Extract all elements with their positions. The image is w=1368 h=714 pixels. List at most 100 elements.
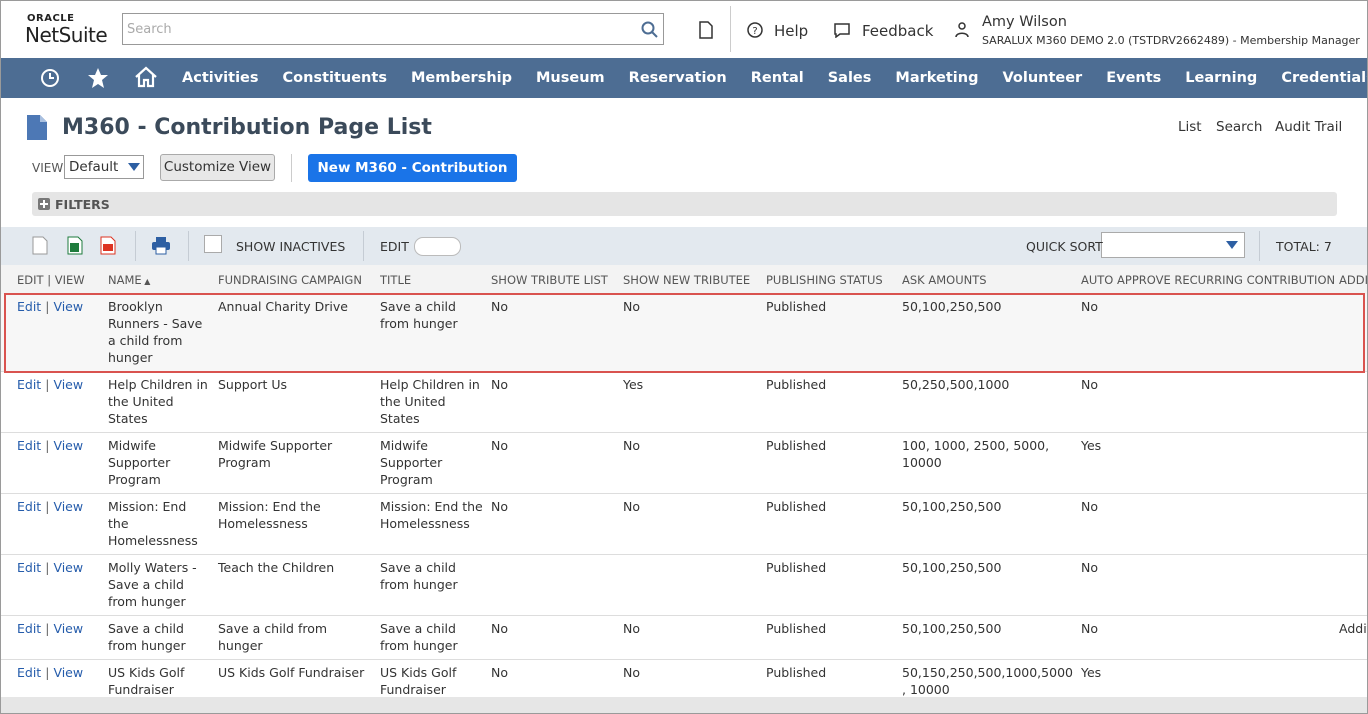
- nav-item[interactable]: Events: [1094, 58, 1173, 98]
- filters-bar[interactable]: [32, 192, 1337, 216]
- column-header[interactable]: AUTO APPROVE RECURRING CONTRIBUTION: [1081, 265, 1339, 294]
- audit-trail-link[interactable]: Audit Trail: [1275, 119, 1342, 135]
- cell-text: Published: [766, 299, 826, 314]
- column-header[interactable]: PUBLISHING STATUS: [766, 265, 902, 294]
- table-cell: No: [491, 494, 623, 555]
- user-icon[interactable]: [951, 20, 973, 40]
- quick-sort-select[interactable]: [1101, 232, 1245, 258]
- column-header[interactable]: SHOW NEW TRIBUTEE: [623, 265, 766, 294]
- view-link[interactable]: View: [53, 560, 83, 575]
- search-icon[interactable]: [641, 21, 659, 39]
- view-link[interactable]: View: [53, 665, 83, 680]
- nav-item[interactable]: Activities: [170, 58, 271, 98]
- nav-item[interactable]: Credentials: [1269, 58, 1368, 98]
- nav-item[interactable]: Reservation: [617, 58, 739, 98]
- cell-text: 50,100,250,500: [902, 299, 1001, 314]
- nav-bar: ActivitiesConstituentsMembershipMuseumRe…: [1, 58, 1368, 98]
- nav-item[interactable]: Marketing: [883, 58, 990, 98]
- nav-item[interactable]: Sales: [816, 58, 884, 98]
- edit-label: EDIT: [380, 239, 409, 254]
- customize-view-button[interactable]: Customize View: [160, 154, 275, 181]
- nav-item[interactable]: Learning: [1173, 58, 1269, 98]
- cell-text: No: [491, 665, 508, 680]
- page-icon: [27, 115, 47, 140]
- table-cell: Molly Waters - Save a child from hunger: [108, 555, 218, 616]
- feedback-link[interactable]: Feedback: [862, 22, 933, 40]
- column-header[interactable]: SHOW TRIBUTE LIST: [491, 265, 623, 294]
- nav-item[interactable]: Museum: [524, 58, 617, 98]
- table-row: Edit|ViewMolly Waters - Save a child fro…: [1, 555, 1368, 616]
- edit-link[interactable]: Edit: [17, 560, 41, 575]
- view-link[interactable]: View: [53, 499, 83, 514]
- separator: |: [41, 499, 53, 514]
- nav-item[interactable]: Membership: [399, 58, 524, 98]
- export-csv-icon[interactable]: [32, 236, 48, 255]
- view-link[interactable]: View: [53, 438, 83, 453]
- view-link[interactable]: View: [53, 621, 83, 636]
- feedback-icon[interactable]: [833, 22, 851, 38]
- nav-item[interactable]: Constituents: [271, 58, 399, 98]
- actions-cell: Edit|View: [1, 372, 108, 433]
- nav-item[interactable]: Rental: [739, 58, 816, 98]
- edit-link[interactable]: Edit: [17, 438, 41, 453]
- edit-link[interactable]: Edit: [17, 665, 41, 680]
- table-cell: No: [1081, 372, 1339, 433]
- cell-text: Published: [766, 665, 826, 680]
- cell-text: Save a child from hunger: [380, 560, 458, 592]
- table-cell: 50,100,250,500: [902, 616, 1081, 660]
- search-placeholder: Search: [127, 22, 172, 37]
- column-header[interactable]: FUNDRAISING CAMPAIGN: [218, 265, 380, 294]
- column-header[interactable]: TITLE: [380, 265, 491, 294]
- show-inactives-checkbox[interactable]: [204, 235, 222, 253]
- new-button[interactable]: New M360 - Contribution Page: [308, 154, 517, 182]
- table-cell: 100, 1000, 2500, 5000, 10000: [902, 433, 1081, 494]
- scrollbar[interactable]: [1, 697, 1368, 714]
- export-excel-icon[interactable]: [67, 236, 83, 255]
- cell-text: No: [623, 665, 640, 680]
- view-link[interactable]: View: [53, 377, 83, 392]
- table-cell: Published: [766, 616, 902, 660]
- search-box[interactable]: [122, 13, 664, 45]
- edit-link[interactable]: Edit: [17, 377, 41, 392]
- table-cell: Published: [766, 494, 902, 555]
- table-cell: Published: [766, 433, 902, 494]
- cell-text: Teach the Children: [218, 560, 334, 575]
- column-header[interactable]: ASK AMOUNTS: [902, 265, 1081, 294]
- edit-link[interactable]: Edit: [17, 499, 41, 514]
- toolbar: [1, 227, 1368, 265]
- print-icon[interactable]: [151, 236, 171, 255]
- column-header[interactable]: NAME: [108, 265, 218, 294]
- table-cell: No: [1081, 555, 1339, 616]
- table-cell: Midwife Supporter Program: [108, 433, 218, 494]
- cell-text: 50,100,250,500: [902, 499, 1001, 514]
- table-cell: 50,100,250,500: [902, 294, 1081, 372]
- recent-icon[interactable]: [696, 20, 716, 40]
- edit-toggle[interactable]: [414, 237, 461, 256]
- search-link[interactable]: Search: [1216, 119, 1262, 135]
- logo-netsuite[interactable]: NetSuite: [25, 23, 107, 47]
- edit-link[interactable]: Edit: [17, 299, 41, 314]
- edit-link[interactable]: Edit: [17, 621, 41, 636]
- user-name[interactable]: Amy Wilson: [982, 14, 1067, 30]
- list-link[interactable]: List: [1178, 119, 1202, 135]
- cell-text: No: [623, 438, 640, 453]
- nav-item[interactable]: Volunteer: [990, 58, 1094, 98]
- table-cell: No: [623, 294, 766, 372]
- table-cell: [1339, 372, 1368, 433]
- table-cell: Save a child from hunger: [218, 616, 380, 660]
- favorites-icon[interactable]: [87, 67, 109, 89]
- expand-icon[interactable]: [38, 198, 50, 210]
- cell-text: No: [491, 438, 508, 453]
- filters-label[interactable]: FILTERS: [55, 197, 110, 212]
- home-icon[interactable]: [134, 66, 158, 88]
- export-pdf-icon[interactable]: [100, 236, 118, 255]
- help-link[interactable]: Help: [774, 22, 808, 40]
- recent-records-icon[interactable]: [39, 67, 61, 89]
- column-header[interactable]: ADDIT: [1339, 265, 1368, 294]
- help-icon[interactable]: ?: [747, 22, 763, 38]
- dropdown-arrow: [128, 163, 140, 171]
- cell-text: Molly Waters - Save a child from hunger: [108, 560, 197, 609]
- view-link[interactable]: View: [53, 299, 83, 314]
- column-header[interactable]: EDIT | VIEW: [1, 265, 108, 294]
- divider: [291, 154, 292, 182]
